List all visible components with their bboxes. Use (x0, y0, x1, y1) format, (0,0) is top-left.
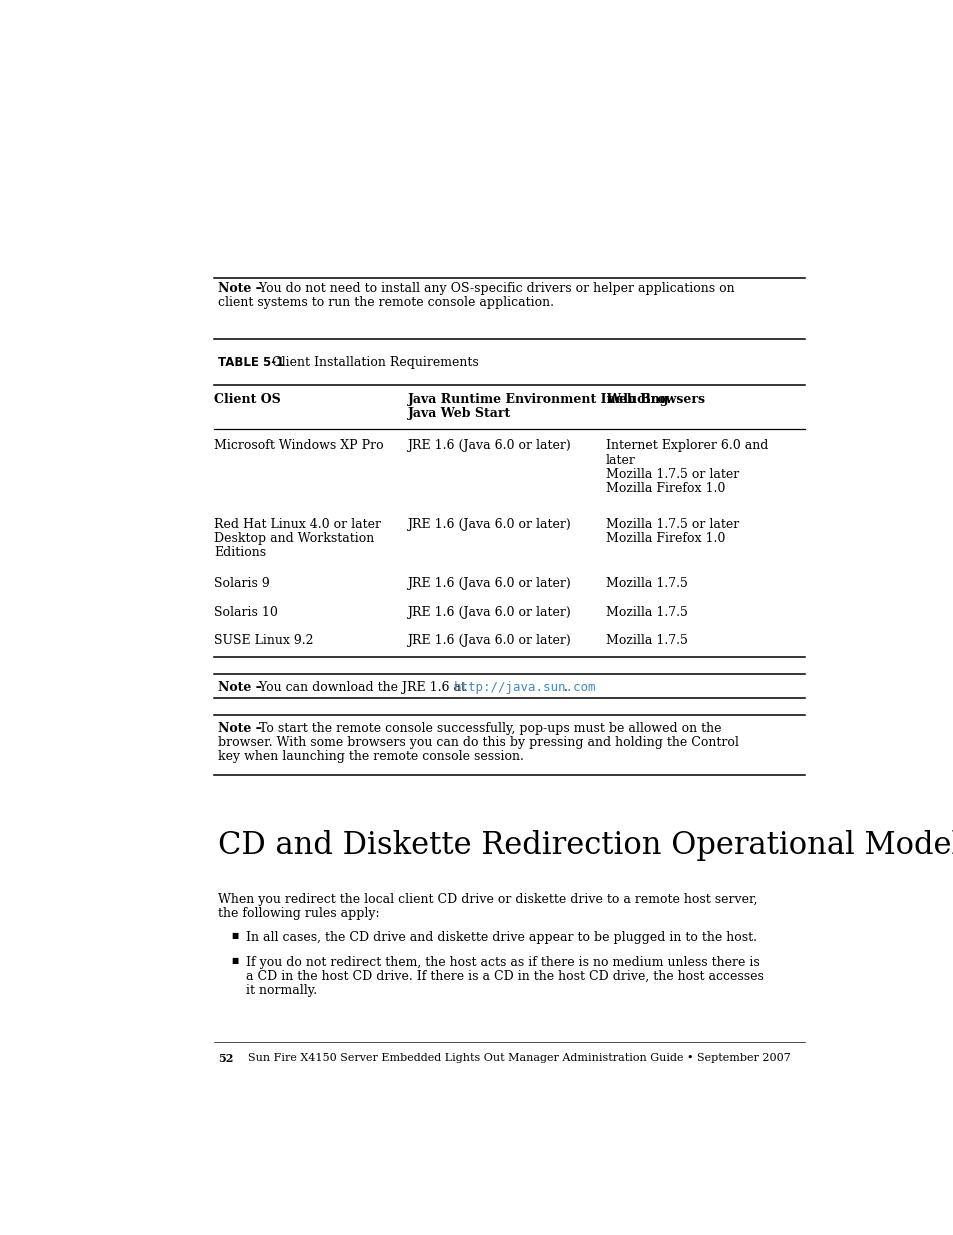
Text: Sun Fire X4150 Server Embedded Lights Out Manager Administration Guide • Septemb: Sun Fire X4150 Server Embedded Lights Ou… (233, 1053, 790, 1063)
Text: browser. With some browsers you can do this by pressing and holding the Control: browser. With some browsers you can do t… (218, 736, 739, 750)
Text: JRE 1.6 (Java 6.0 or later): JRE 1.6 (Java 6.0 or later) (407, 578, 571, 590)
Text: Note –: Note – (218, 721, 262, 735)
Text: TABLE 5-1: TABLE 5-1 (218, 356, 284, 369)
Text: Editions: Editions (213, 546, 266, 559)
Text: ■: ■ (231, 931, 238, 940)
Text: JRE 1.6 (Java 6.0 or later): JRE 1.6 (Java 6.0 or later) (407, 440, 571, 452)
Text: If you do not redirect them, the host acts as if there is no medium unless there: If you do not redirect them, the host ac… (246, 956, 760, 969)
Text: Note –: Note – (218, 680, 262, 694)
Text: .: . (563, 680, 567, 694)
Text: CD and Diskette Redirection Operational Model: CD and Diskette Redirection Operational … (218, 830, 953, 861)
Text: the following rules apply:: the following rules apply: (218, 908, 379, 920)
Text: it normally.: it normally. (246, 984, 317, 998)
Text: Note –: Note – (218, 282, 262, 295)
Text: Mozilla 1.7.5 or later: Mozilla 1.7.5 or later (605, 517, 739, 531)
Text: Mozilla 1.7.5: Mozilla 1.7.5 (605, 578, 687, 590)
Text: Solaris 9: Solaris 9 (213, 578, 270, 590)
Text: ■: ■ (231, 956, 238, 965)
Text: Internet Explorer 6.0 and: Internet Explorer 6.0 and (605, 440, 767, 452)
Text: SUSE Linux 9.2: SUSE Linux 9.2 (213, 634, 313, 647)
Text: JRE 1.6 (Java 6.0 or later): JRE 1.6 (Java 6.0 or later) (407, 517, 571, 531)
Text: Mozilla 1.7.5: Mozilla 1.7.5 (605, 634, 687, 647)
Text: You can download the JRE 1.6 at: You can download the JRE 1.6 at (254, 680, 470, 694)
Text: Red Hat Linux 4.0 or later: Red Hat Linux 4.0 or later (213, 517, 380, 531)
Text: You do not need to install any OS-specific drivers or helper applications on: You do not need to install any OS-specif… (254, 282, 734, 295)
Text: Mozilla 1.7.5 or later: Mozilla 1.7.5 or later (605, 468, 739, 480)
Text: Web Browsers: Web Browsers (605, 393, 704, 406)
Text: later: later (605, 453, 635, 467)
Text: http://java.sun.com: http://java.sun.com (454, 680, 596, 694)
Text: Mozilla 1.7.5: Mozilla 1.7.5 (605, 605, 687, 619)
Text: 52: 52 (218, 1053, 233, 1063)
Text: Microsoft Windows XP Pro: Microsoft Windows XP Pro (213, 440, 383, 452)
Text: To start the remote console successfully, pop-ups must be allowed on the: To start the remote console successfully… (254, 721, 720, 735)
Text: Mozilla Firefox 1.0: Mozilla Firefox 1.0 (605, 482, 724, 495)
Text: Desktop and Workstation: Desktop and Workstation (213, 532, 374, 545)
Text: Solaris 10: Solaris 10 (213, 605, 277, 619)
Text: Mozilla Firefox 1.0: Mozilla Firefox 1.0 (605, 532, 724, 545)
Text: When you redirect the local client CD drive or diskette drive to a remote host s: When you redirect the local client CD dr… (218, 893, 757, 906)
Text: JRE 1.6 (Java 6.0 or later): JRE 1.6 (Java 6.0 or later) (407, 634, 571, 647)
Text: Java Web Start: Java Web Start (407, 406, 510, 420)
Text: a CD in the host CD drive. If there is a CD in the host CD drive, the host acces: a CD in the host CD drive. If there is a… (246, 971, 763, 983)
Text: In all cases, the CD drive and diskette drive appear to be plugged in to the hos: In all cases, the CD drive and diskette … (246, 931, 757, 944)
Text: key when launching the remote console session.: key when launching the remote console se… (218, 751, 524, 763)
Text: Java Runtime Environment Including: Java Runtime Environment Including (407, 393, 668, 406)
Text: Client Installation Requirements: Client Installation Requirements (272, 356, 478, 369)
Text: JRE 1.6 (Java 6.0 or later): JRE 1.6 (Java 6.0 or later) (407, 605, 571, 619)
Text: client systems to run the remote console application.: client systems to run the remote console… (218, 296, 554, 310)
Text: Client OS: Client OS (213, 393, 280, 406)
